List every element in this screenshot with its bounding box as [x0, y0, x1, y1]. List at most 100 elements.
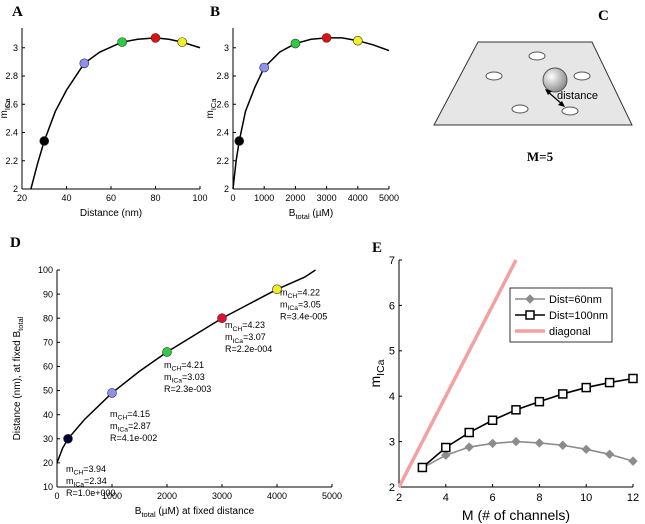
- text-part: m: [66, 464, 74, 474]
- y-tick-label: 100: [38, 265, 53, 275]
- annotation: mCH=3.94: [66, 464, 106, 477]
- marker: [487, 415, 498, 426]
- panel-label: E: [372, 240, 382, 256]
- marker: [525, 294, 535, 304]
- marker: [511, 405, 521, 415]
- distance-arrow: [546, 90, 564, 106]
- text-part: Distance (nm): [80, 208, 142, 219]
- panel-label: D: [10, 235, 21, 251]
- x-axis-label: Btotal (µM): [289, 208, 333, 221]
- point: [290, 38, 301, 49]
- y-tick-label: 90: [43, 289, 53, 299]
- y-tick-label: 4: [389, 391, 395, 403]
- y-axis-label: mICa: [205, 98, 218, 119]
- marker: [558, 440, 568, 450]
- y-tick-label: 2.6: [216, 99, 229, 109]
- x-axis-label: M (# of channels): [462, 507, 570, 523]
- text-part: =4.23: [242, 320, 265, 330]
- text-part: R=2.2e-004: [225, 344, 272, 354]
- y-tick-label: 70: [43, 337, 53, 347]
- subscript: CH: [172, 366, 182, 373]
- text-part: M (# of channels): [462, 507, 570, 523]
- subscript: ICa: [288, 305, 299, 312]
- x-tick-label: 2: [396, 492, 402, 504]
- marker: [417, 462, 428, 473]
- y-tick-label: 2: [389, 482, 395, 494]
- y-tick-label: 10: [43, 482, 53, 492]
- annotation: mICa=3.05: [280, 299, 321, 312]
- marker: [628, 456, 638, 466]
- annotation: mCH=4.23: [225, 320, 265, 333]
- subscript: total: [141, 510, 156, 519]
- x-tick-label: 100: [192, 193, 207, 203]
- center-channel: [542, 67, 568, 93]
- annotation: mCH=4.22: [280, 287, 320, 300]
- marker: [534, 396, 545, 407]
- point: [79, 58, 90, 69]
- subscript: total: [16, 316, 25, 331]
- point: [259, 62, 270, 73]
- y-tick-label: 5: [389, 346, 395, 358]
- marker: [441, 450, 451, 460]
- distance-label: distance: [557, 90, 598, 102]
- y-tick-label: 2.6: [5, 99, 18, 109]
- series-line: [422, 440, 634, 469]
- y-axis-label: mICa: [367, 359, 387, 387]
- text-part: R=4.1e-002: [110, 433, 157, 443]
- y-tick-label: 3: [13, 43, 18, 53]
- channel: [528, 51, 546, 61]
- marker: [534, 438, 545, 448]
- text-part: m: [110, 409, 118, 419]
- y-tick-label: 3: [224, 43, 229, 53]
- membrane: [433, 41, 633, 126]
- y-axis-label: mICa: [0, 98, 12, 119]
- marker: [628, 373, 638, 384]
- x-tick-label: 0: [230, 193, 235, 203]
- point: [352, 35, 363, 46]
- y-tick-label: 7: [389, 255, 395, 267]
- text-part: m: [66, 476, 74, 486]
- x-tick-label: 5000: [322, 491, 342, 501]
- x-axis-label: Distance (nm): [80, 208, 142, 219]
- y-tick-label: 2.4: [216, 128, 229, 138]
- marker: [511, 436, 521, 447]
- text-part: B: [135, 506, 142, 517]
- marker: [581, 444, 591, 455]
- text-part: m: [164, 372, 172, 382]
- text-part: =4.21: [181, 360, 204, 370]
- text-part: m: [110, 421, 118, 431]
- annotation: R=3.4e-005: [280, 311, 327, 321]
- x-tick-label: 20: [17, 193, 27, 203]
- panel-label: B: [210, 4, 220, 20]
- channel: [561, 106, 579, 116]
- legend-label: diagonal: [549, 326, 591, 338]
- x-axis-label: Btotal (µM) at fixed distance: [135, 506, 255, 519]
- text-part: m: [280, 299, 288, 309]
- text-part: Distance (nm), at fixed B: [12, 331, 23, 441]
- marker: [604, 377, 615, 388]
- point: [107, 388, 117, 398]
- panel-c: C distance M=5: [433, 8, 633, 164]
- marker: [525, 310, 535, 320]
- annotation: R=1.0e+000: [66, 488, 116, 498]
- y-tick-label: 40: [43, 410, 53, 420]
- x-tick-label: 4: [443, 492, 449, 504]
- annotation: R=2.2e-004: [225, 344, 272, 354]
- x-tick-label: 2000: [285, 193, 305, 203]
- x-tick-label: 4000: [267, 491, 287, 501]
- text-part: R=1.0e+000: [66, 488, 116, 498]
- text-part: =3.94: [83, 464, 106, 474]
- x-tick-label: 4000: [348, 193, 368, 203]
- text-part: m: [225, 332, 233, 342]
- x-tick-label: 2000: [157, 491, 177, 501]
- channel: [511, 104, 529, 114]
- text-part: =2.87: [128, 421, 151, 431]
- marker: [604, 449, 615, 460]
- subscript: ICa: [74, 481, 85, 488]
- point: [177, 37, 187, 47]
- point: [63, 433, 73, 444]
- subscript: CH: [233, 326, 243, 333]
- x-tick-label: 80: [150, 193, 160, 203]
- x-tick-label: 6: [490, 492, 496, 504]
- point: [162, 347, 172, 357]
